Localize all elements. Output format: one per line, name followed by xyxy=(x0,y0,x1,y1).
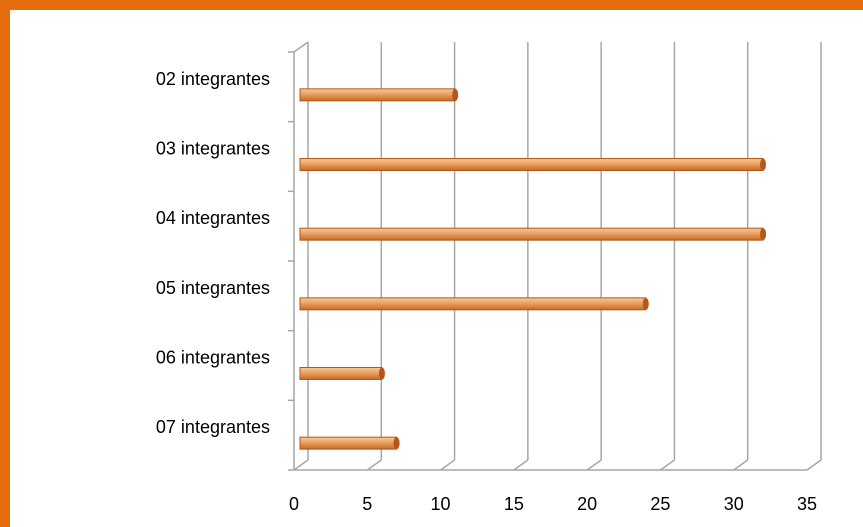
gridline xyxy=(733,42,749,471)
bars xyxy=(299,88,767,450)
x-tick-label: 5 xyxy=(362,494,372,514)
x-tick-label: 10 xyxy=(431,494,451,514)
gridline xyxy=(293,42,309,471)
x-tick-label: 20 xyxy=(577,494,597,514)
x-tick-labels: 0 5 10 15 20 25 30 35 xyxy=(289,494,817,514)
category-label: 02 integrantes xyxy=(156,69,270,89)
bar xyxy=(299,436,400,450)
category-labels: 02 integrantes 03 integrantes 04 integrant… xyxy=(156,69,270,437)
category-label: 05 integrantes xyxy=(156,278,270,298)
category-label: 04 integrantes xyxy=(156,208,270,228)
category-label: 07 integrantes xyxy=(156,417,270,437)
category-label: 06 integrantes xyxy=(156,348,270,368)
bar xyxy=(299,88,459,102)
gridline xyxy=(586,42,602,471)
gridlines xyxy=(293,42,822,471)
bar xyxy=(299,367,385,380)
x-tick-label: 35 xyxy=(797,494,817,514)
axes xyxy=(288,41,807,471)
bar xyxy=(299,297,649,311)
y-axis-top-edge xyxy=(293,41,309,53)
bar xyxy=(299,158,767,171)
category-label: 03 integrantes xyxy=(156,139,270,159)
gridline xyxy=(440,42,456,471)
x-tick-label: 25 xyxy=(650,494,670,514)
bar xyxy=(299,227,767,241)
gridline xyxy=(806,42,822,471)
gridline xyxy=(366,42,383,471)
x-tick-label: 15 xyxy=(504,494,524,514)
gridline xyxy=(659,42,676,471)
x-tick-label: 0 xyxy=(289,494,299,514)
x-tick-label: 30 xyxy=(724,494,744,514)
gridline xyxy=(513,42,529,471)
